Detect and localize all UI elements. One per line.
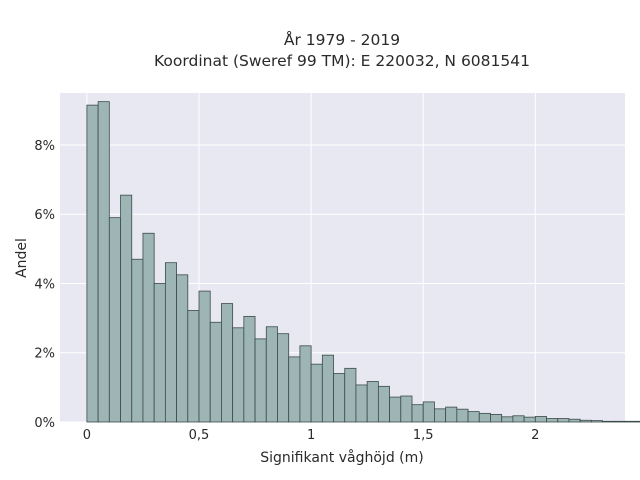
histogram-bar (187, 310, 200, 423)
x-tick-label: 2 (531, 428, 539, 443)
histogram-bar (299, 345, 312, 423)
histogram-bar (243, 315, 256, 423)
histogram-bar (209, 321, 222, 423)
x-tick-label: 0,5 (189, 428, 210, 443)
histogram-bar (389, 396, 402, 423)
x-tick-label: 0 (83, 428, 91, 443)
histogram-bars (86, 101, 640, 423)
histogram-bar (445, 406, 458, 423)
histogram-bar (310, 363, 323, 423)
histogram-bar (97, 101, 110, 423)
y-tick-label: 4% (34, 277, 55, 292)
histogram-bar (478, 412, 491, 423)
histogram-bar (120, 194, 133, 423)
histogram-bar (142, 232, 155, 423)
histogram-bar (534, 416, 547, 423)
histogram-bar (277, 333, 290, 423)
histogram-bar (176, 274, 189, 423)
histogram-bar (254, 338, 267, 423)
y-tick-label: 8% (34, 139, 55, 154)
histogram-bar (602, 420, 615, 423)
y-axis-ticks: 0% 2% 4% 6% 8% (34, 139, 55, 431)
histogram-bar (377, 385, 390, 423)
histogram-bar (198, 290, 211, 423)
histogram-bar (221, 303, 234, 423)
histogram-bar (131, 258, 144, 423)
histogram-bar (164, 262, 177, 423)
histogram-bar (557, 418, 570, 423)
chart-title-line-1: År 1979 - 2019 (284, 30, 400, 49)
histogram-bar (422, 401, 435, 423)
histogram-bar (366, 381, 379, 423)
histogram-bar (523, 416, 536, 423)
histogram-bar (590, 420, 603, 423)
y-tick-label: 2% (34, 347, 55, 362)
histogram-bar (512, 415, 525, 423)
histogram-bar (613, 420, 626, 423)
histogram-bar (288, 356, 301, 423)
chart-title-line-2: Koordinat (Sweref 99 TM): E 220032, N 60… (154, 52, 530, 70)
histogram-bar (568, 418, 581, 423)
histogram-bar (501, 416, 514, 423)
histogram-bar (321, 354, 334, 423)
y-tick-label: 0% (34, 416, 55, 431)
histogram-bar (411, 404, 424, 423)
histogram-bar (86, 104, 99, 423)
histogram-bar (355, 384, 368, 423)
histogram-bar (400, 395, 413, 423)
histogram-bar (344, 367, 357, 423)
histogram-bar (635, 420, 640, 423)
y-axis-label: Andel (14, 238, 30, 278)
x-tick-label: 1 (307, 428, 315, 443)
x-tick-label: 1,5 (413, 428, 434, 443)
histogram-bar (265, 326, 278, 423)
y-tick-label: 6% (34, 208, 55, 223)
histogram-bar (546, 418, 559, 423)
histogram-bar (579, 419, 592, 423)
histogram-bar (490, 413, 503, 423)
histogram-bar (624, 420, 637, 423)
histogram-bar (333, 373, 346, 423)
histogram-bar (467, 411, 480, 423)
x-axis-label: Signifikant våghöjd (m) (260, 449, 423, 466)
histogram-bar (434, 408, 447, 423)
histogram-bar (232, 327, 245, 423)
histogram-bar (153, 283, 166, 423)
histogram-bar (108, 217, 121, 423)
histogram-bar (456, 408, 469, 423)
x-axis-ticks: 0 0,5 1 1,5 2 (83, 428, 540, 443)
